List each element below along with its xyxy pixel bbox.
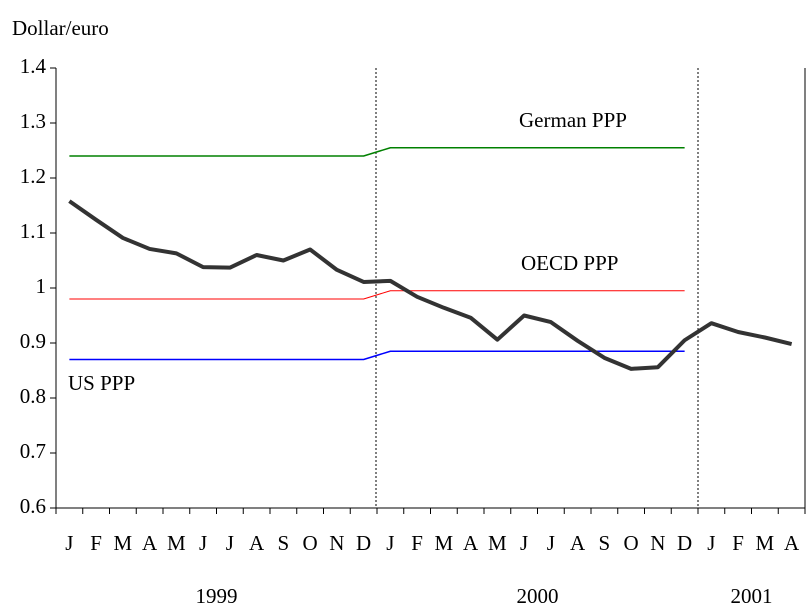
x-tick-label: F xyxy=(90,531,102,555)
x-tick-label: J xyxy=(547,531,555,555)
x-tick-label: F xyxy=(411,531,423,555)
series-label: OECD PPP xyxy=(521,251,618,275)
series-label: German PPP xyxy=(519,108,627,132)
x-tick-label: M xyxy=(435,531,454,555)
x-group-label: 1999 xyxy=(196,584,238,607)
x-tick-label: M xyxy=(114,531,133,555)
x-tick-label: A xyxy=(249,531,265,555)
y-tick-label: 1.3 xyxy=(20,109,46,133)
x-tick-label: J xyxy=(65,531,73,555)
x-tick-label: J xyxy=(707,531,715,555)
x-tick-label: A xyxy=(142,531,158,555)
y-tick-label: 1.2 xyxy=(20,164,46,188)
x-tick-label: J xyxy=(386,531,394,555)
x-tick-label: M xyxy=(488,531,507,555)
y-tick-label: 0.9 xyxy=(20,329,46,353)
y-tick-label: 1.4 xyxy=(20,54,47,78)
x-tick-label: O xyxy=(303,531,318,555)
x-tick-label: N xyxy=(650,531,665,555)
x-tick-label: D xyxy=(356,531,371,555)
y-axis-label: Dollar/euro xyxy=(12,16,109,40)
x-tick-label: S xyxy=(278,531,290,555)
x-group-label: 2000 xyxy=(517,584,559,607)
x-tick-label: J xyxy=(199,531,207,555)
x-tick-label: D xyxy=(677,531,692,555)
x-tick-label: J xyxy=(520,531,528,555)
x-tick-label: M xyxy=(167,531,186,555)
series-line xyxy=(68,199,793,371)
y-tick-label: 0.6 xyxy=(20,494,46,518)
y-tick-label: 1 xyxy=(36,274,47,298)
x-group-label: 2001 xyxy=(731,584,773,607)
x-tick-label: S xyxy=(599,531,611,555)
y-tick-label: 0.7 xyxy=(20,439,46,463)
series-line xyxy=(69,290,685,300)
x-tick-label: M xyxy=(756,531,775,555)
x-tick-label: A xyxy=(570,531,586,555)
x-tick-label: O xyxy=(624,531,639,555)
x-tick-label: A xyxy=(784,531,800,555)
x-tick-label: J xyxy=(226,531,234,555)
y-tick-label: 0.8 xyxy=(20,384,46,408)
y-tick-label: 1.1 xyxy=(20,219,46,243)
series-line xyxy=(69,147,685,157)
x-tick-label: N xyxy=(329,531,344,555)
x-tick-label: F xyxy=(732,531,744,555)
series-label: US PPP xyxy=(68,371,135,395)
x-tick-label: A xyxy=(463,531,479,555)
series-line xyxy=(69,350,685,361)
